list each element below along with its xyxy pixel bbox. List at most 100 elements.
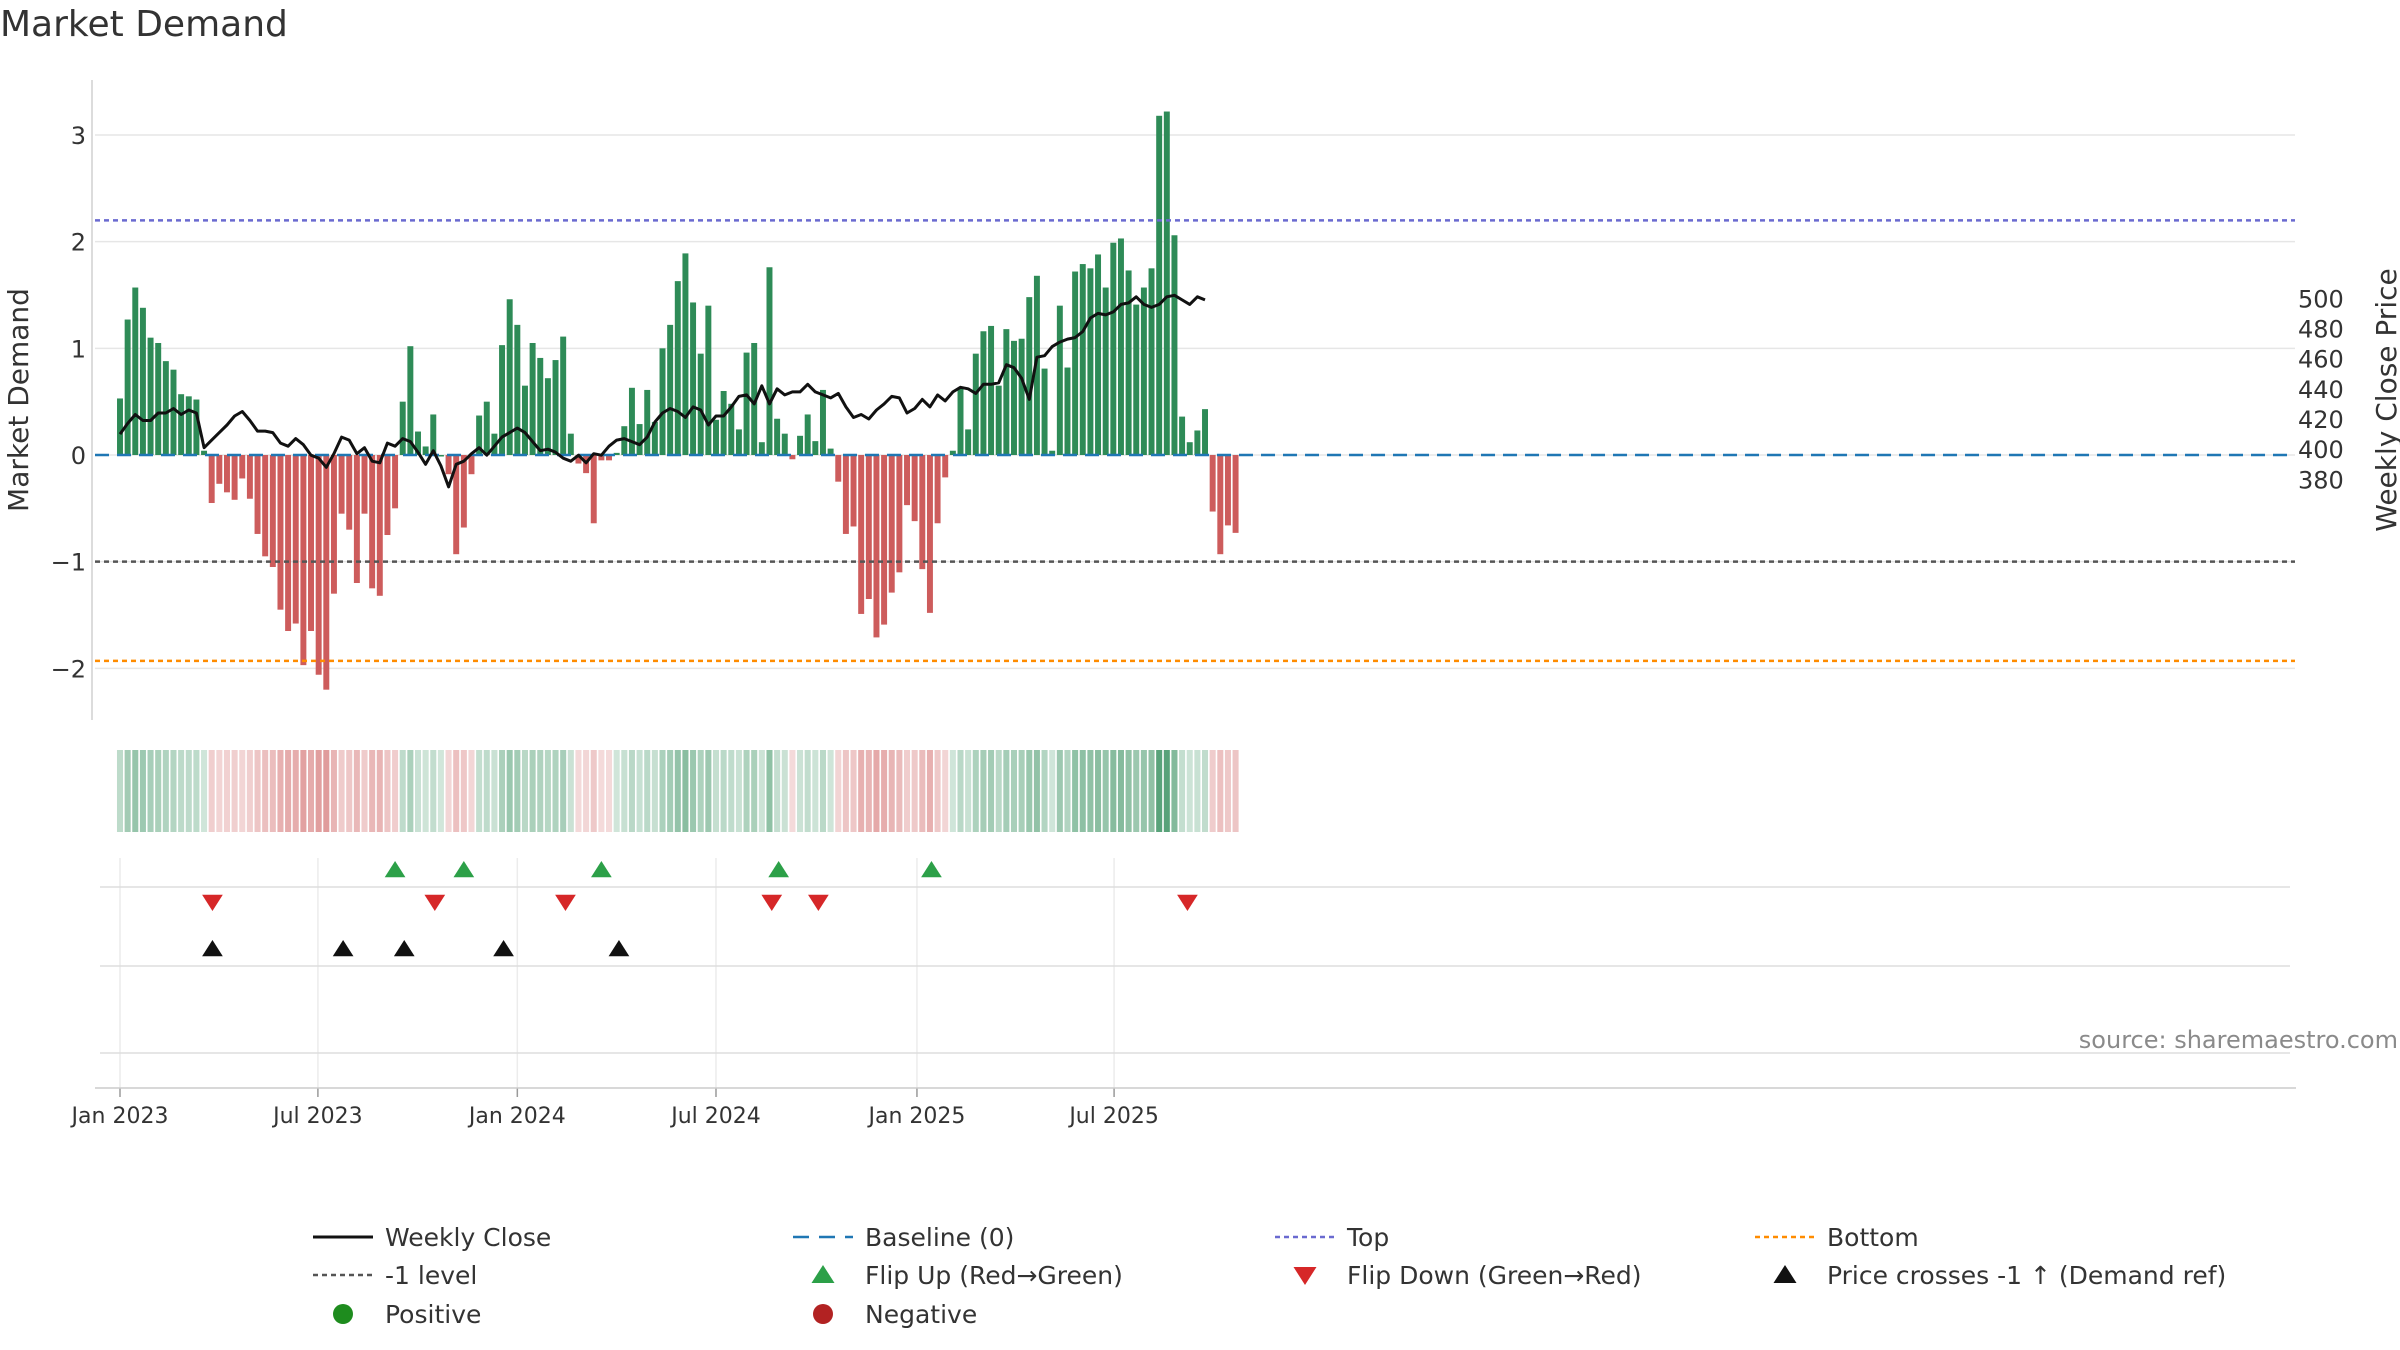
demand-bar	[781, 433, 788, 455]
demand-bar	[552, 360, 559, 455]
heat-strip-cell	[842, 750, 849, 832]
heat-strip-cell	[1041, 750, 1048, 832]
demand-bar	[567, 433, 574, 455]
heat-strip-cell	[1148, 750, 1155, 832]
demand-bar	[460, 455, 467, 528]
legend-swatch	[1293, 1267, 1317, 1285]
heat-strip-cell	[155, 750, 162, 832]
legend-item-minus1: -1 level	[313, 1261, 477, 1290]
heat-strip-cell	[819, 750, 826, 832]
heat-strip-cell	[590, 750, 597, 832]
demand-bar	[361, 455, 368, 514]
heat-strip-cell	[445, 750, 452, 832]
legend: Weekly Close Baseline (0) Top Bottom -1 leve…	[313, 1223, 2226, 1329]
heat-strip-cell	[1171, 750, 1178, 832]
demand-bar	[285, 455, 292, 632]
demand-bar	[743, 352, 750, 455]
demand-bar	[453, 455, 460, 555]
heat-strip-cell	[896, 750, 903, 832]
x-tick-label: Jan 2023	[70, 1104, 169, 1129]
legend-item-bottom: Bottom	[1755, 1223, 1919, 1252]
legend-label: Flip Down (Green→Red)	[1347, 1261, 1642, 1290]
heat-strip-cell	[300, 750, 307, 832]
demand-bar	[185, 396, 192, 455]
heat-strip-cell	[315, 750, 322, 832]
heat-strip-cell	[1163, 750, 1170, 832]
demand-bar	[269, 455, 276, 568]
heat-strip-cell	[659, 750, 666, 832]
heat-strip-cell	[460, 750, 467, 832]
heat-strip-cell	[690, 750, 697, 832]
demand-bar	[384, 455, 391, 536]
heat-strip-cell	[1140, 750, 1147, 832]
legend-swatch	[811, 1265, 835, 1283]
demand-bar	[797, 435, 804, 455]
demand-bar	[1217, 455, 1224, 555]
heat-strip-cell	[361, 750, 368, 832]
legend-item-flipup: Flip Up (Red→Green)	[811, 1261, 1123, 1290]
demand-bar	[697, 353, 704, 455]
heat-strip-cell	[567, 750, 574, 832]
demand-bar	[896, 455, 903, 573]
heat-strip-cell	[292, 750, 299, 832]
x-tick-label: Jul 2024	[669, 1104, 761, 1129]
demand-bar	[239, 455, 246, 479]
y-right-tick-label: 500	[2298, 285, 2344, 313]
demand-bar	[682, 253, 689, 455]
heat-strip-cell	[774, 750, 781, 832]
demand-bar	[415, 431, 421, 455]
weekly-close-line	[118, 293, 1206, 489]
demand-bar	[506, 299, 513, 455]
demand-bar	[369, 455, 376, 589]
price-cross-marker	[202, 940, 223, 957]
heat-strip-cell	[537, 750, 544, 832]
heat-strip-cell	[560, 750, 567, 832]
heat-strip-cell	[338, 750, 345, 832]
heat-strip-cell	[651, 750, 658, 832]
heat-strip-cell	[552, 750, 559, 832]
heat-strip-cell	[1049, 750, 1056, 832]
heat-strip-cell	[132, 750, 139, 832]
legend-item-neg: Negative	[813, 1300, 977, 1329]
heat-strip-cell	[1033, 750, 1040, 832]
demand-bar	[560, 336, 567, 455]
heat-strip-cell	[170, 750, 177, 832]
demand-bar	[231, 455, 238, 500]
demand-bar	[881, 455, 888, 625]
heat-strip-cell	[674, 750, 681, 832]
demand-bar	[262, 455, 269, 557]
grid-layer	[95, 134, 2295, 670]
legend-label: Bottom	[1827, 1223, 1919, 1252]
heat-strip-cell	[231, 750, 238, 832]
heat-strip-cell	[529, 750, 536, 832]
y-left-tick-label: 0	[71, 442, 86, 470]
y-right-tick-label: 480	[2298, 316, 2344, 344]
demand-bar	[1011, 340, 1017, 455]
demand-bar	[751, 342, 758, 455]
y-right-tick-label: 420	[2298, 406, 2344, 434]
heat-strip-cell	[407, 750, 414, 832]
demand-bar	[1087, 268, 1094, 455]
demand-bar	[766, 267, 773, 455]
price-cross-marker	[608, 940, 630, 957]
heat-strip-cell	[888, 750, 895, 832]
demand-bar	[728, 403, 735, 455]
legend-label: Price crosses -1 ↑ (Demand ref)	[1827, 1261, 2226, 1290]
demand-bar	[1232, 455, 1239, 533]
legend-item-price: Weekly Close	[313, 1223, 551, 1252]
heat-strip-cell	[1156, 750, 1163, 832]
heat-strip-cell	[369, 750, 376, 832]
demand-bar	[804, 414, 811, 455]
legend-item-baseline: Baseline (0)	[793, 1223, 1014, 1252]
heat-strip-cell	[1209, 750, 1216, 832]
price-cross-marker	[393, 940, 415, 957]
demand-bar	[338, 455, 345, 514]
flip-down-marker	[761, 894, 783, 911]
demand-bar	[1026, 297, 1033, 455]
heat-strip-cell	[804, 750, 811, 832]
demand-bar	[651, 421, 658, 455]
x-tick-label: Jan 2025	[866, 1104, 965, 1129]
heat-strip-cell	[414, 750, 422, 832]
demand-bar	[919, 455, 926, 570]
flip-down-marker	[1177, 894, 1198, 911]
